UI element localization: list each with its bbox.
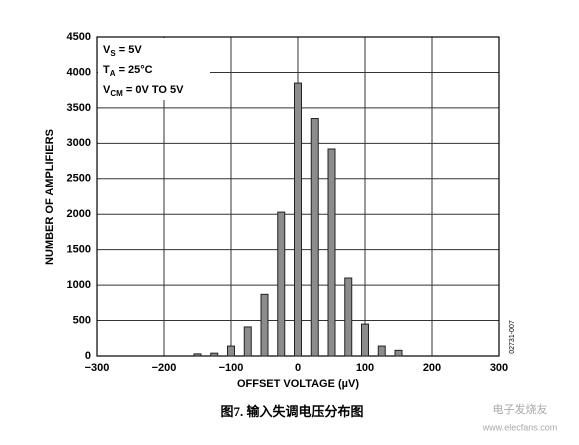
y-tick-label: 1500: [67, 244, 91, 256]
y-tick-label: 0: [85, 350, 91, 362]
figure-id: 02731-007: [509, 320, 516, 354]
x-tick-label: 100: [356, 362, 374, 374]
bar: [327, 148, 336, 357]
x-tick-label: −300: [85, 362, 110, 374]
annotation-rest: = 5V: [116, 44, 143, 56]
bar: [294, 82, 302, 357]
annotation: TA = 25°C: [103, 64, 153, 78]
watermark: www.elecfans.com: [482, 422, 558, 432]
bar: [277, 211, 286, 357]
y-tick-label: 3000: [67, 137, 91, 149]
bar: [377, 345, 386, 357]
bar: [210, 352, 219, 357]
x-tick-label: 0: [295, 362, 301, 374]
y-tick-label: 4000: [67, 66, 91, 78]
bar: [310, 118, 319, 357]
annotation: VS = 5V: [103, 44, 142, 58]
bar: [227, 345, 235, 357]
bar: [361, 323, 369, 357]
annotation-text: V: [103, 44, 111, 56]
annotation-sub: S: [110, 49, 116, 58]
y-tick-label: 2500: [67, 173, 91, 185]
y-tick-label: 1000: [67, 279, 91, 291]
bar: [193, 353, 202, 357]
bar: [243, 326, 252, 357]
bar: [394, 349, 403, 357]
y-tick-label: 500: [73, 314, 91, 326]
annotation-box: [98, 38, 210, 100]
x-tick-label: 200: [423, 362, 441, 374]
bar: [260, 293, 269, 357]
y-axis-title: NUMBER OF AMPLIFIERS: [44, 129, 56, 265]
bar: [344, 277, 353, 357]
x-tick-label: −200: [152, 362, 177, 374]
y-tick-label: 3500: [67, 102, 91, 114]
x-tick-label: −100: [219, 362, 244, 374]
y-tick-label: 2000: [67, 208, 91, 220]
annotation-rest: = 25°C: [116, 64, 153, 76]
annotation-text: V: [103, 84, 111, 96]
caption: 图7. 输入失调电压分布图: [220, 404, 363, 419]
watermark: 电子发烧友: [493, 402, 548, 416]
x-axis-title: OFFSET VOLTAGE (µV): [237, 378, 359, 390]
annotation-sub: CM: [110, 89, 123, 98]
annotation-sub: A: [110, 69, 116, 78]
annotation: VCM = 0V TO 5V: [103, 84, 184, 98]
annotation-text: T: [103, 64, 110, 76]
x-tick-label: 300: [490, 362, 508, 374]
annotation-rest: = 0V TO 5V: [123, 84, 184, 96]
y-tick-label: 4500: [67, 31, 91, 43]
